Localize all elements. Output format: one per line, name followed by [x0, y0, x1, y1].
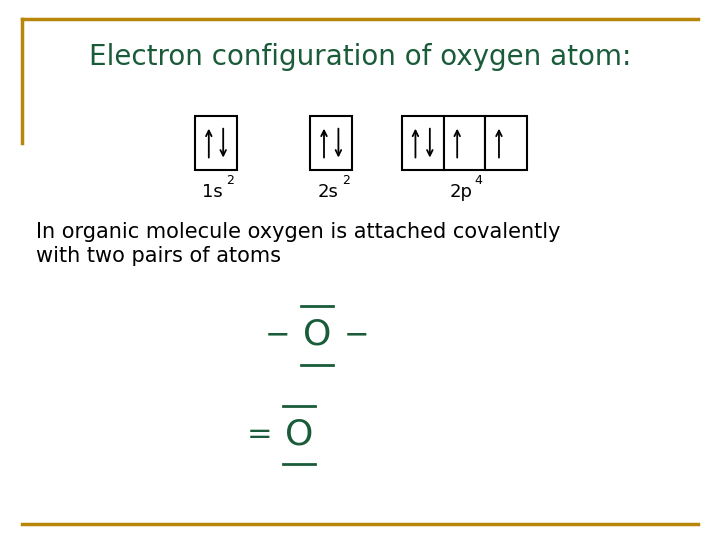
Bar — [444, 116, 485, 170]
Text: 2s: 2s — [318, 183, 338, 201]
Text: with two pairs of atoms: with two pairs of atoms — [36, 246, 281, 267]
Bar — [310, 116, 352, 170]
Text: 1s: 1s — [202, 183, 222, 201]
Text: O: O — [284, 418, 313, 451]
Text: 2: 2 — [227, 174, 234, 187]
Bar — [485, 116, 527, 170]
Text: −: − — [264, 320, 290, 349]
Bar — [195, 116, 237, 170]
Bar — [402, 116, 444, 170]
Text: 2: 2 — [342, 174, 349, 187]
Text: Electron configuration of oxygen atom:: Electron configuration of oxygen atom: — [89, 43, 631, 71]
Text: O: O — [302, 318, 331, 352]
Text: In organic molecule oxygen is attached covalently: In organic molecule oxygen is attached c… — [36, 222, 560, 242]
Text: 4: 4 — [475, 174, 482, 187]
Text: =: = — [246, 420, 272, 449]
Text: 2p: 2p — [449, 183, 472, 201]
Text: −: − — [343, 320, 369, 349]
